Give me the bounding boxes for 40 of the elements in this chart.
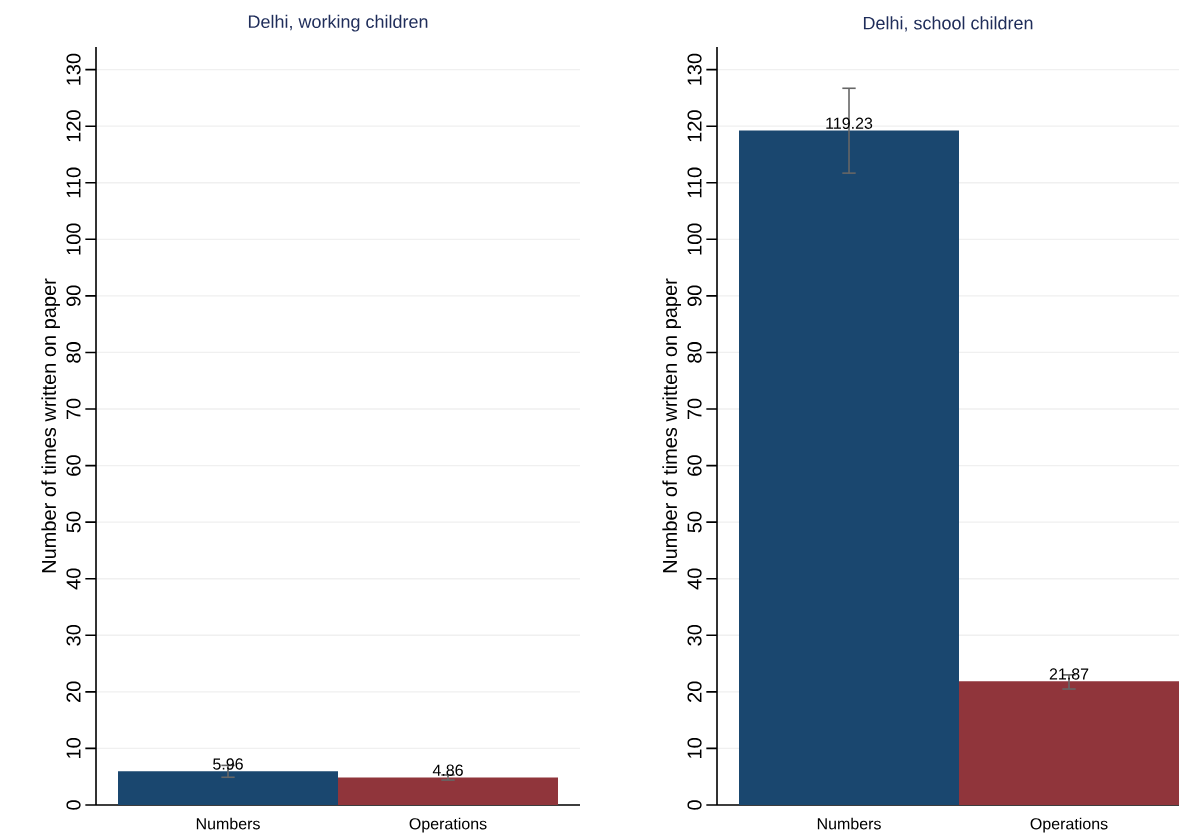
y-tick-label: 10 (66, 738, 81, 759)
y-tick-label: 60 (66, 455, 81, 476)
y-tick-label: 100 (66, 223, 81, 255)
data-label: 21.87 (1049, 668, 1089, 680)
data-label: 5.96 (213, 758, 243, 770)
y-tick-label: 80 (66, 342, 81, 363)
y-tick-label: 130 (687, 53, 702, 85)
y-tick-label: 90 (687, 285, 702, 307)
y-tick-label: 60 (687, 455, 702, 476)
y-tick-label: 90 (66, 285, 81, 307)
y-tick-label: 40 (66, 568, 81, 590)
y-tick-label: 20 (66, 681, 81, 702)
y-tick-label: 50 (66, 511, 81, 533)
chart-title: Delhi, working children (248, 14, 428, 32)
y-tick-label: 80 (687, 342, 702, 363)
y-axis-title: Number of times written on paper (41, 278, 60, 573)
y-tick-label: 100 (687, 223, 702, 255)
y-tick-label: 0 (66, 800, 81, 810)
y-tick-label: 40 (687, 568, 702, 590)
y-tick-label: 110 (687, 167, 702, 198)
y-tick-label: 120 (66, 110, 81, 142)
x-tick-label: Operations (1030, 817, 1108, 833)
y-tick-label: 30 (66, 624, 81, 646)
data-label: 119.23 (826, 117, 873, 129)
y-tick-label: 70 (687, 398, 702, 420)
x-tick-label: Operations (409, 817, 487, 833)
y-tick-label: 20 (687, 681, 702, 702)
y-tick-label: 70 (66, 398, 81, 420)
y-axis-title: Number of times written on paper (662, 278, 681, 573)
y-tick-label: 0 (687, 800, 702, 810)
y-tick-label: 110 (66, 167, 81, 198)
y-tick-label: 10 (687, 738, 702, 759)
x-tick-label: Numbers (817, 817, 881, 830)
y-tick-label: 50 (687, 511, 702, 533)
y-tick-label: 120 (687, 110, 702, 142)
data-label: 4.86 (432, 764, 463, 776)
y-tick-label: 30 (687, 624, 702, 646)
chart-title: Delhi, school children (863, 16, 1033, 32)
y-tick-label: 130 (66, 53, 81, 85)
x-tick-label: Numbers (196, 817, 260, 830)
